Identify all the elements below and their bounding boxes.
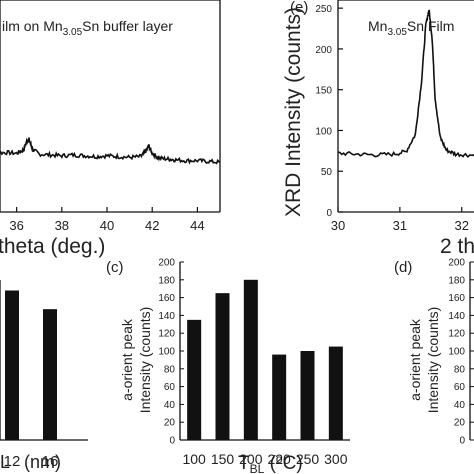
bar-c-x-ticks: 100 150 200 220 250 300 — [182, 451, 347, 467]
y-tick-label: 100 — [158, 347, 175, 358]
bar-c-panel: (c) a-orient peak Intensity (counts) 0 20… — [106, 258, 350, 474]
x-tick-label: 12 — [4, 453, 21, 470]
y-tick-label: 160 — [158, 293, 175, 304]
xrd-left-panel: 36 38 40 42 44 ilm on Mn3.05Sn buffer layer … — [0, 0, 221, 258]
xrd-right-ylabel: XRD Intensity (counts) — [282, 7, 305, 217]
bar — [272, 354, 287, 440]
bar-c-bars — [187, 279, 343, 440]
bar — [215, 293, 230, 440]
x-tick-label: 40 — [100, 218, 114, 233]
y-tick-label: 140 — [158, 311, 175, 322]
bar-left-xlabel: (nm) — [24, 452, 61, 472]
xrd-left-title: ilm on Mn3.05Sn buffer layer — [2, 18, 173, 38]
bar — [187, 319, 202, 440]
bar-c-y-ticks: 0 20 40 60 80 100 120 140 160 180 200 — [158, 258, 184, 447]
panel-label-c: (c) — [106, 259, 124, 276]
xrd-left-ticks: 36 38 40 42 44 — [9, 207, 205, 233]
y-tick-label: 0 — [459, 436, 465, 447]
bar-c-xlabel: TBL (oC) — [238, 452, 303, 474]
bar — [43, 309, 57, 440]
y-tick-label: 50 — [321, 167, 333, 178]
x-tick-label: 38 — [55, 218, 69, 233]
x-tick-label: 32 — [455, 218, 469, 233]
x-tick-label: 31 — [393, 218, 407, 233]
y-tick-label: 180 — [448, 275, 465, 286]
y-tick-label: 0 — [326, 208, 332, 219]
panel-label-e: (e) — [290, 0, 308, 16]
y-tick-label: 60 — [164, 382, 176, 393]
y-tick-label: 100 — [448, 347, 465, 358]
x-tick-label: 220 — [267, 451, 291, 467]
x-tick-label: 42 — [145, 218, 159, 233]
y-tick-label: 80 — [454, 364, 466, 375]
y-tick-label: 80 — [164, 364, 176, 375]
xrd-right-ticks: 30313233050100150200250 — [315, 4, 469, 233]
y-tick-label: 250 — [315, 4, 332, 15]
xrd-right-xlabel: 2 th — [440, 235, 474, 258]
y-tick-label: 120 — [448, 329, 465, 340]
y-tick-label: 40 — [164, 400, 176, 411]
x-tick-label: 200 — [239, 451, 263, 467]
y-tick-label: 60 — [454, 382, 466, 393]
bar-left-xlabel-fragment: L — [0, 452, 10, 472]
y-tick-label: 160 — [448, 293, 465, 304]
y-tick-label: 140 — [448, 311, 465, 322]
x-tick-label: 36 — [9, 218, 23, 233]
bar-d-panel: (d) a-orient peak Intensity (counts) 0 20… — [394, 258, 474, 447]
x-tick-label: 250 — [296, 451, 320, 467]
y-tick-label: 20 — [164, 418, 176, 429]
bar-left-panel: 12 16 (nm) L — [0, 280, 88, 472]
bar — [328, 346, 343, 440]
y-tick-label: 40 — [454, 400, 466, 411]
x-tick-label: 30 — [331, 218, 345, 233]
xrd-right-panel: (e) 30313233050100150200250 Mn3.05Sn Fil… — [282, 0, 474, 258]
y-tick-label: 200 — [158, 258, 175, 269]
panel-label-d: (d) — [394, 259, 412, 276]
bar-c-ylabel-line1: a-orient peak — [119, 318, 135, 401]
bar-d-ylabel-line1: a-orient peak — [407, 318, 423, 401]
xrd-left-xlabel: theta (deg.) — [0, 235, 105, 258]
xrd-right-title: Mn3.05Sn Film — [368, 18, 454, 38]
x-tick-label: 44 — [190, 218, 204, 233]
x-tick-label: 100 — [182, 451, 206, 467]
y-tick-label: 150 — [315, 86, 332, 97]
bar — [5, 290, 19, 440]
xrd-left-series-line — [0, 137, 221, 165]
x-tick-label: 16 — [42, 453, 59, 470]
bar-c-ylabel-line2: Intensity (counts) — [137, 307, 153, 414]
x-tick-label: 300 — [324, 451, 348, 467]
y-tick-label: 120 — [158, 329, 175, 340]
bar-left-bars: 12 16 — [4, 290, 59, 470]
bar-d-ylabel-line2: Intensity (counts) — [425, 307, 441, 414]
bar — [300, 351, 315, 440]
y-tick-label: 200 — [315, 45, 332, 56]
y-tick-label: 200 — [448, 258, 465, 269]
xrd-right-series-line — [337, 9, 474, 158]
y-tick-label: 20 — [454, 418, 466, 429]
x-tick-label: 150 — [211, 451, 235, 467]
y-tick-label: 180 — [158, 275, 175, 286]
bar — [243, 279, 258, 440]
y-tick-label: 100 — [315, 126, 332, 137]
bar-d-y-ticks: 0 20 40 60 80 100 120 140 160 180 200 — [448, 258, 474, 447]
y-tick-label: 0 — [169, 436, 175, 447]
